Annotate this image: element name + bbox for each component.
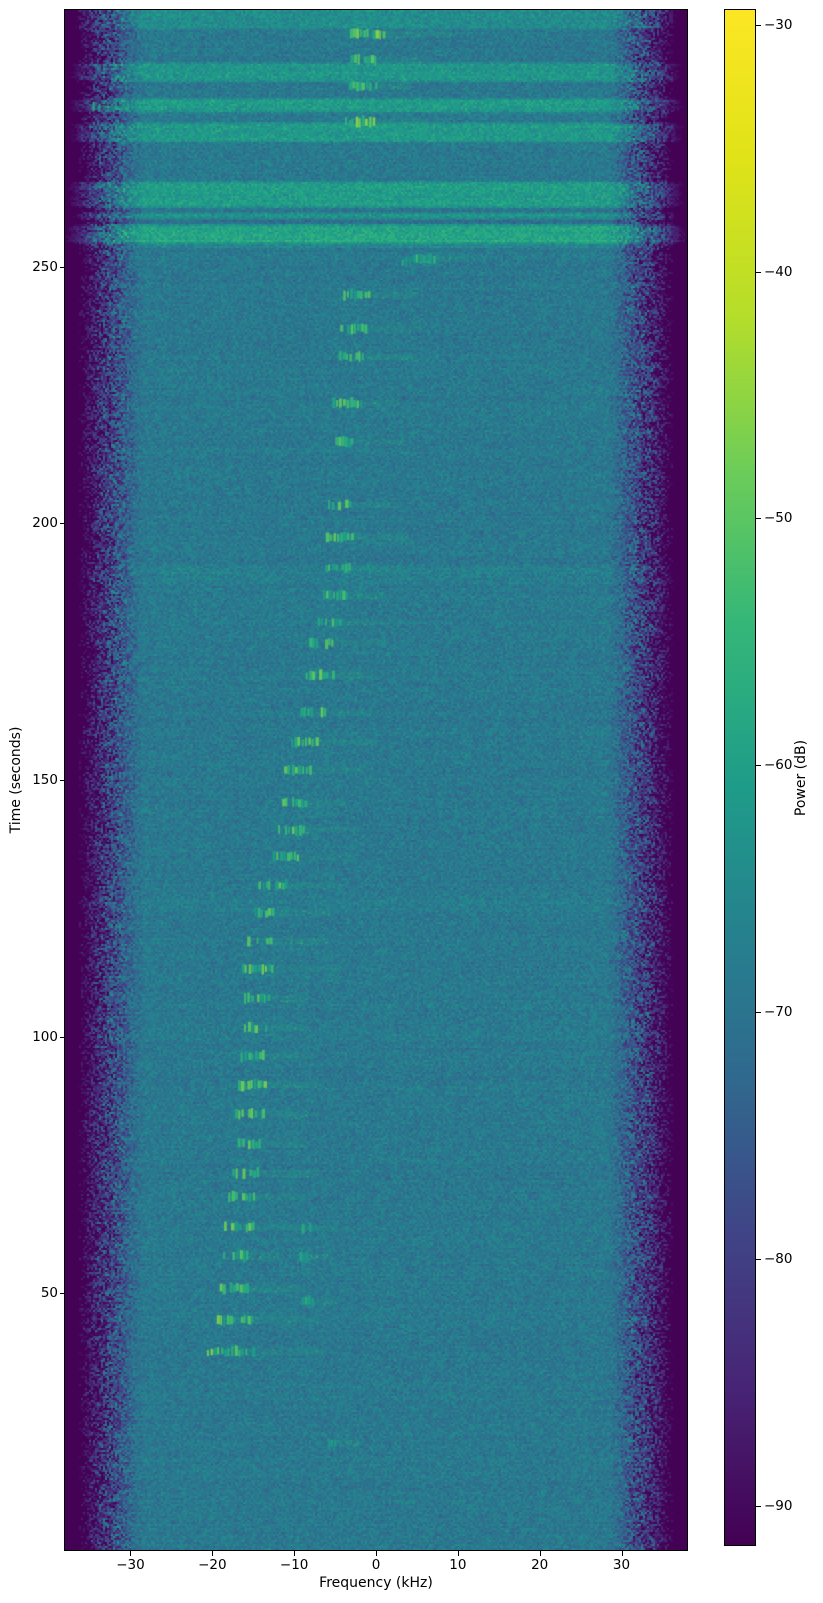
y-tick-label: 200: [32, 515, 58, 532]
colorbar-tick-mark: [756, 1506, 761, 1507]
x-tick-mark: [376, 1551, 377, 1556]
colorbar-tick-label: −60: [764, 757, 793, 774]
x-tick-label: 20: [531, 1557, 549, 1573]
x-tick-mark: [130, 1551, 131, 1556]
x-tick-label: −10: [279, 1557, 309, 1573]
x-tick-mark: [540, 1551, 541, 1556]
y-tick-mark: [60, 1293, 65, 1294]
colorbar-tick-mark: [756, 1259, 761, 1260]
x-tick-label: 10: [449, 1557, 467, 1573]
colorbar-tick-mark: [756, 765, 761, 766]
colorbar-label: Power (dB): [793, 739, 809, 817]
colorbar-tick-mark: [756, 272, 761, 273]
colorbar-tick-label: −50: [764, 510, 793, 527]
spectrogram-heatmap: [65, 10, 687, 1550]
colorbar-tick-mark: [756, 518, 761, 519]
x-tick-label: 0: [371, 1557, 381, 1573]
y-tick-label: 50: [40, 1285, 58, 1302]
x-axis-label: Frequency (kHz): [319, 1575, 433, 1591]
colorbar-tick-label: −90: [764, 1497, 793, 1514]
colorbar-tick-label: −70: [764, 1003, 793, 1020]
x-tick-mark: [622, 1551, 623, 1556]
y-tick-label: 150: [32, 772, 58, 788]
colorbar-tick-mark: [756, 1012, 761, 1013]
y-tick-mark: [60, 1037, 65, 1038]
x-tick-mark: [212, 1551, 213, 1556]
y-tick-mark: [60, 523, 65, 524]
x-tick-label: 30: [612, 1557, 631, 1573]
x-tick-mark: [294, 1551, 295, 1556]
y-axis-label: Time (seconds): [8, 726, 24, 834]
y-tick-mark: [60, 267, 65, 268]
y-tick-label: 100: [32, 1028, 58, 1045]
colorbar-tick-label: −80: [764, 1250, 793, 1267]
x-tick-label: −30: [116, 1557, 145, 1573]
colorbar: [725, 10, 755, 1545]
x-tick-label: −20: [198, 1557, 227, 1573]
x-tick-mark: [458, 1551, 459, 1556]
y-tick-label: 250: [32, 258, 58, 275]
colorbar-tick-mark: [756, 25, 761, 26]
colorbar-tick-label: −40: [764, 263, 793, 280]
colorbar-tick-label: −30: [764, 16, 793, 33]
y-tick-mark: [60, 780, 65, 781]
